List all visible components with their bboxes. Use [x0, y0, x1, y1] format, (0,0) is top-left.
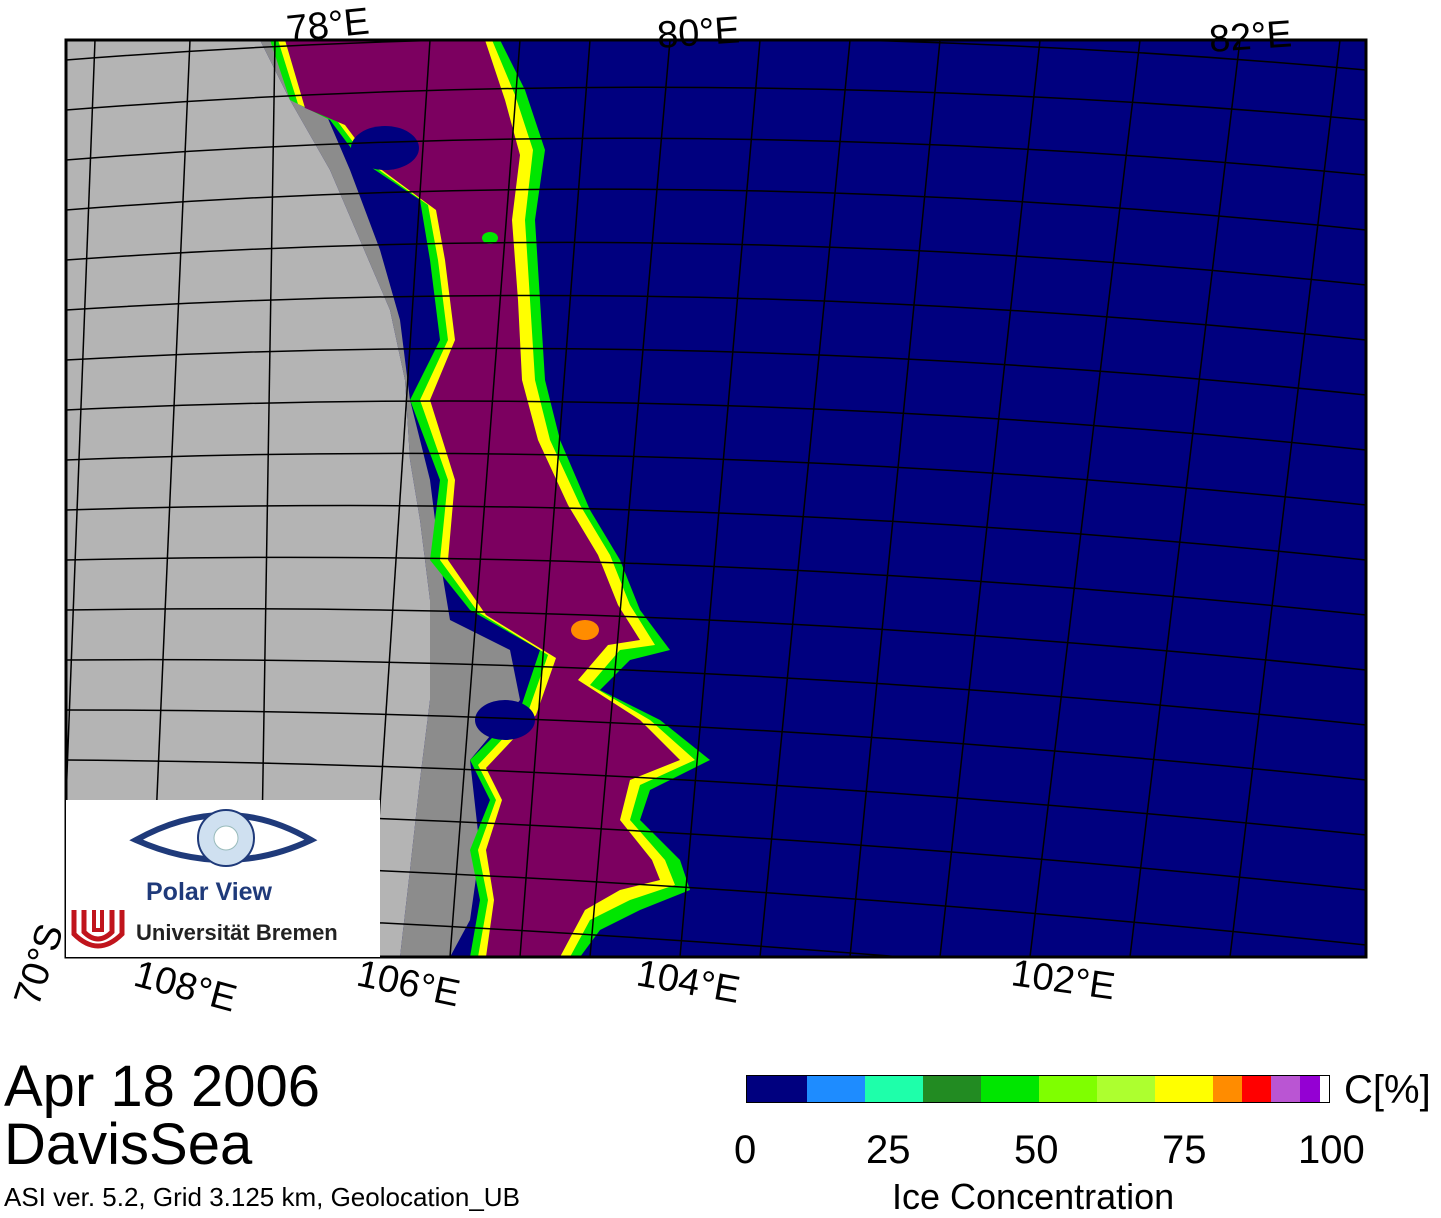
lon-label-bottom-3: 104°E [633, 953, 743, 1012]
region-title: DavisSea [4, 1112, 253, 1177]
lon-label-top-3: 82°E [1208, 13, 1294, 61]
colorbar-segment [923, 1076, 981, 1102]
colorbar-segment [807, 1076, 865, 1102]
land-area [66, 40, 430, 957]
colorbar-tick-100: 100 [1298, 1128, 1365, 1172]
colorbar-segment [1300, 1076, 1320, 1102]
algorithm-info: ASI ver. 5.2, Grid 3.125 km, Geolocation… [4, 1182, 520, 1212]
logo-line2: Universität Bremen [136, 920, 338, 945]
colorbar-tick-50: 50 [1014, 1128, 1059, 1172]
colorbar-segment [1039, 1076, 1097, 1102]
colorbar [746, 1075, 1330, 1103]
lat-label-left: 70°S [7, 919, 73, 1011]
lon-label-top-1: 78°E [285, 1, 372, 51]
colorbar-segment [1242, 1076, 1271, 1102]
logo-line1: Polar View [146, 878, 272, 906]
ice-high-concentration [285, 40, 680, 957]
map-frame [64, 38, 1368, 959]
lon-label-bottom-1: 108°E [130, 953, 241, 1020]
colorbar-segment [747, 1076, 807, 1102]
colorbar-segment [1213, 1076, 1242, 1102]
colorbar-segment [1097, 1076, 1155, 1102]
lon-label-bottom-2: 106°E [353, 953, 463, 1016]
eye-globe-icon [129, 809, 318, 867]
colorbar-tick-75: 75 [1162, 1128, 1207, 1172]
university-mark-icon [71, 910, 125, 949]
lon-label-top-2: 80°E [656, 9, 742, 57]
colorbar-tick-25: 25 [866, 1128, 911, 1172]
date-title: Apr 18 2006 [4, 1054, 321, 1119]
ice-shelf [260, 40, 520, 957]
colorbar-unit: C[%] [1344, 1068, 1431, 1112]
colorbar-segment [981, 1076, 1039, 1102]
colorbar-title: Ice Concentration [892, 1176, 1175, 1217]
colorbar-segment [1271, 1076, 1300, 1102]
colorbar-segment [865, 1076, 923, 1102]
polar-view-logo: Polar View Universität Bremen [66, 800, 380, 957]
colorbar-segment [1320, 1076, 1329, 1102]
lon-label-bottom-4: 102°E [1009, 952, 1118, 1008]
colorbar-segment [1155, 1076, 1213, 1102]
colorbar-tick-0: 0 [734, 1128, 757, 1172]
